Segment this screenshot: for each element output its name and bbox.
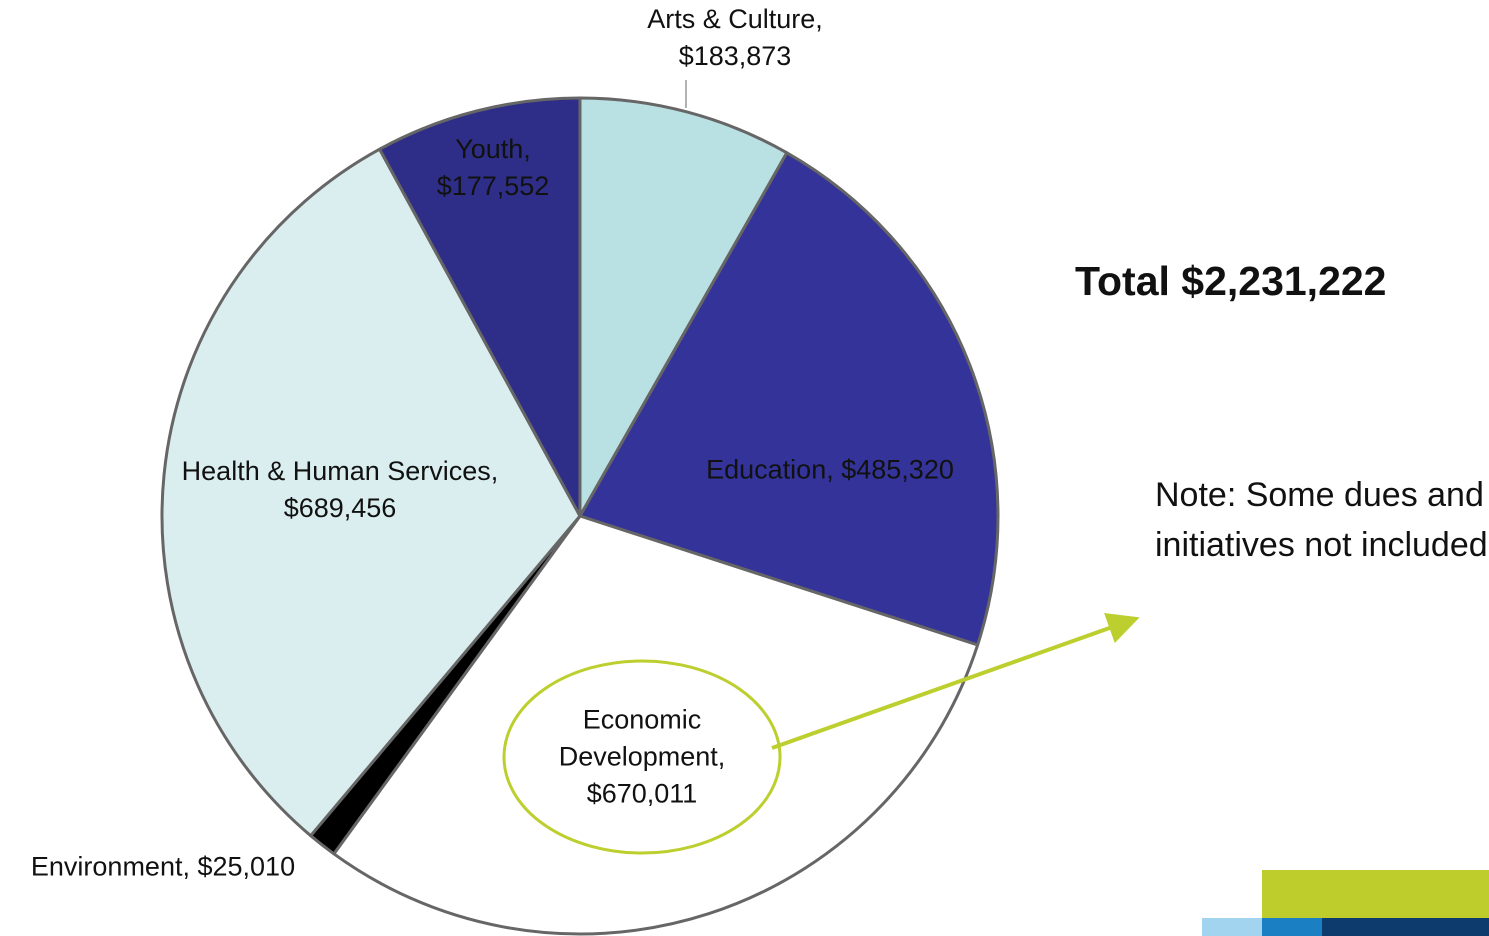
value-label: $25,010 — [197, 851, 296, 882]
category-label: Youth, — [455, 134, 531, 164]
arrow — [771, 612, 1140, 750]
value-label: $183,873 — [678, 41, 792, 71]
decor-bar — [1322, 918, 1489, 936]
pie-slice — [578, 96, 789, 518]
data-label: Education, $485,320 — [660, 452, 1000, 489]
value-label: $177,552 — [436, 171, 550, 201]
data-label: Health & Human Services, $689,456 — [140, 453, 540, 527]
data-label: Environment, $25,010 — [0, 849, 333, 886]
total-annotation: Total $2,231,222 — [1075, 258, 1387, 304]
note-annotation: Note: Some dues and initiatives not incl… — [1155, 476, 1488, 564]
category-label: Economic Development, — [558, 704, 726, 772]
pie — [160, 96, 1000, 936]
data-label: Arts & Culture, $183,873 — [615, 1, 855, 75]
category-label: Education, — [706, 454, 834, 485]
decor-bar — [1202, 918, 1262, 936]
category-label: Environment, — [30, 851, 190, 882]
data-label: Youth, $177,552 — [418, 131, 568, 205]
category-label: Health & Human Services, — [181, 456, 499, 486]
category-label: Arts & Culture, — [647, 4, 823, 34]
pie-slice — [332, 514, 980, 936]
decor-bar — [1262, 870, 1489, 918]
value-label: $689,456 — [283, 493, 397, 523]
value-label: $485,320 — [841, 454, 954, 485]
pie-slice — [160, 147, 582, 838]
decor-bar — [1262, 918, 1322, 936]
pie-slice — [578, 151, 1000, 647]
data-label: Economic Development, $670,011 — [542, 702, 742, 813]
highlight-ellipse — [502, 659, 782, 855]
pie-slice — [378, 96, 582, 518]
value-label: $670,011 — [586, 778, 698, 809]
